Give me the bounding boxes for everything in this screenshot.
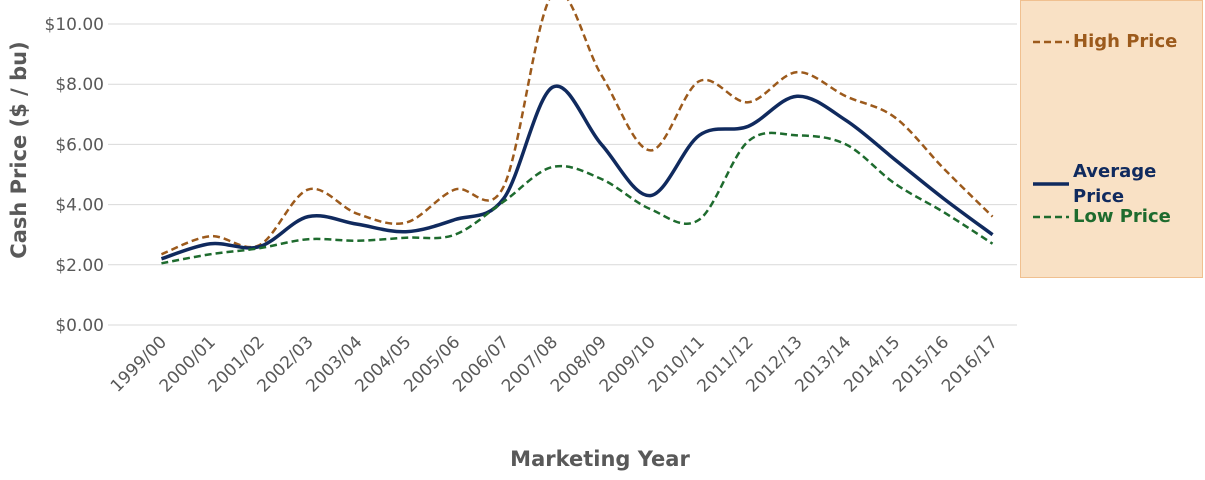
y-tick-label: $8.00 — [55, 75, 104, 95]
legend-swatch — [1033, 182, 1069, 186]
y-tick-label: $4.00 — [55, 196, 104, 216]
y-tick-label: $0.00 — [55, 316, 104, 336]
x-axis-title: Marketing Year — [510, 447, 690, 471]
series-line — [160, 84, 994, 261]
y-tick-label: $6.00 — [55, 135, 104, 155]
legend-swatch — [1033, 215, 1069, 218]
legend-label: Average Price — [1073, 161, 1157, 207]
legend-label: High Price — [1073, 31, 1178, 52]
series-line — [160, 0, 994, 256]
y-tick-label: $10.00 — [45, 15, 104, 35]
series-line — [161, 131, 994, 265]
y-axis-title: Cash Price ($ / bu) — [7, 41, 31, 258]
legend-item: Average Price — [1031, 159, 1183, 209]
legend-swatch — [1033, 40, 1069, 43]
legend-item: Low Price — [1031, 204, 1183, 229]
y-tick-label: $2.00 — [55, 256, 104, 276]
legend-item: High Price — [1031, 29, 1183, 54]
legend-label: Low Price — [1073, 206, 1171, 227]
legend: High Price Average Price Low Price — [1020, 0, 1203, 278]
